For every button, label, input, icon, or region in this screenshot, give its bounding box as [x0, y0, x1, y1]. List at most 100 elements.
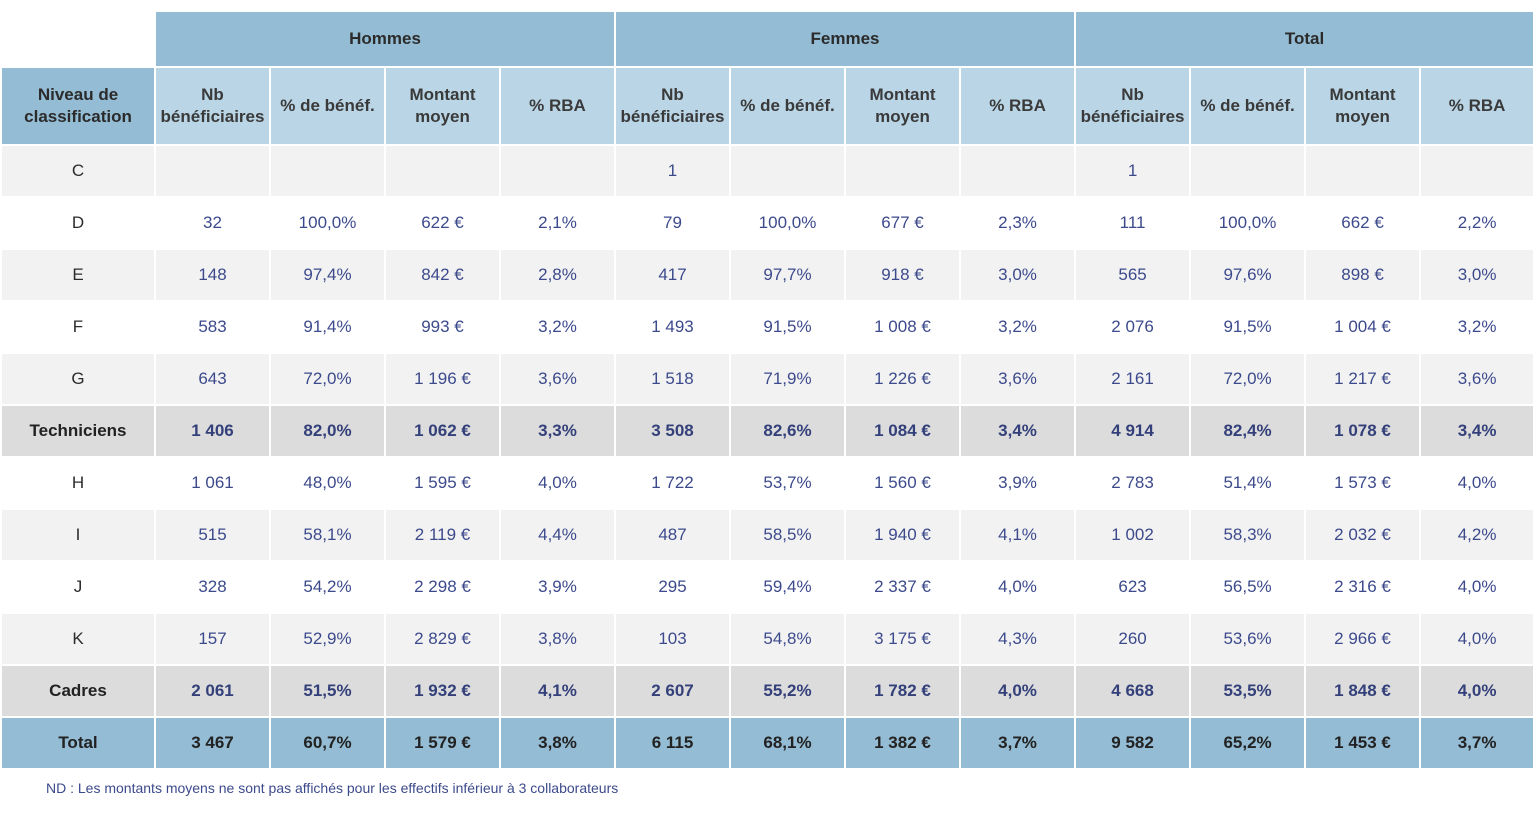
corner-cell — [0, 10, 156, 68]
table-cell: 3,8% — [499, 612, 616, 666]
table-cell: 4,4% — [499, 508, 616, 562]
table-cell: 1 061 — [154, 456, 271, 510]
row-label: I — [0, 508, 156, 562]
table-cell: 4,2% — [1419, 508, 1536, 562]
table-cell: 100,0% — [729, 196, 846, 250]
col-header-montant: Montant moyen — [1304, 66, 1422, 146]
table-cell: 565 — [1074, 248, 1192, 302]
total-row: Total 3 467 60,7% 1 579 €3,8% 6 115 68,1% 1 38… — [0, 716, 1536, 770]
table-cell: 1 217 € — [1304, 352, 1422, 406]
table-cell: 4,1% — [499, 664, 616, 718]
table-cell: 2 337 € — [844, 560, 961, 614]
row-label: F — [0, 300, 156, 354]
table-cell: 3,0% — [1419, 248, 1536, 302]
table-row: G 643 72,0% 1 196 €3,6% 1 518 71,9% 1 226 €3,6… — [0, 352, 1536, 406]
table-cell: 4,0% — [958, 664, 1077, 718]
table-cell: 3,8% — [499, 716, 616, 770]
table-cell — [844, 144, 961, 198]
table-cell: 1 493 — [614, 300, 731, 354]
table-cell: 82,6% — [729, 404, 846, 458]
table-row: I 515 58,1% 2 119 €4,4% 487 58,5% 1 940 €4,1% 1… — [0, 508, 1536, 562]
table-cell: 1 518 — [614, 352, 731, 406]
table-cell: 4 914 — [1074, 404, 1192, 458]
table-cell: 1 382 € — [844, 716, 961, 770]
col-header-montant: Montant moyen — [384, 66, 501, 146]
table-cell: 54,8% — [729, 612, 846, 666]
table-cell: 157 — [154, 612, 271, 666]
table-cell: 3,2% — [958, 300, 1077, 354]
row-label: Techniciens — [0, 404, 156, 458]
group-header-hommes: Hommes — [154, 10, 616, 68]
col-header-montant: Montant moyen — [844, 66, 961, 146]
table-cell: 4,0% — [1419, 612, 1536, 666]
table-cell: 111 — [1074, 196, 1192, 250]
table-cell: 2 032 € — [1304, 508, 1422, 562]
table-cell — [154, 144, 271, 198]
table-cell: 623 — [1074, 560, 1192, 614]
table-cell: 32 — [154, 196, 271, 250]
classification-table: Hommes Femmes Total Niveau de classifica… — [0, 10, 1536, 770]
table-cell: 51,4% — [1189, 456, 1307, 510]
table-cell: 9 582 — [1074, 716, 1192, 770]
table-cell: 3,9% — [499, 560, 616, 614]
row-label: C — [0, 144, 156, 198]
subtotal-row: Techniciens 1 406 82,0% 1 062 €3,3% 3 508 82,… — [0, 404, 1536, 458]
table-cell: 3,6% — [1419, 352, 1536, 406]
table-cell: 2,3% — [958, 196, 1077, 250]
group-header-row: Hommes Femmes Total — [0, 10, 1536, 68]
table-cell: 91,5% — [1189, 300, 1307, 354]
table-cell: 417 — [614, 248, 731, 302]
table-cell: 295 — [614, 560, 731, 614]
table-cell: 1 579 € — [384, 716, 501, 770]
col-header-nb: Nb bénéficiaires — [614, 66, 731, 146]
table-cell: 2 829 € — [384, 612, 501, 666]
col-header-pct-benef: % de bénéf. — [729, 66, 846, 146]
table-cell: 1 560 € — [844, 456, 961, 510]
table-cell: 260 — [1074, 612, 1192, 666]
table-cell: 58,5% — [729, 508, 846, 562]
table-cell: 52,9% — [269, 612, 386, 666]
table-cell — [1419, 144, 1536, 198]
table-cell: 4,1% — [958, 508, 1077, 562]
table-cell: 55,2% — [729, 664, 846, 718]
table-cell: 56,5% — [1189, 560, 1307, 614]
table-cell: 3,3% — [499, 404, 616, 458]
table-cell: 1 008 € — [844, 300, 961, 354]
table-cell: 2,2% — [1419, 196, 1536, 250]
row-label: E — [0, 248, 156, 302]
col-header-rba: % RBA — [499, 66, 616, 146]
table-cell: 4,0% — [958, 560, 1077, 614]
table-cell: 3,4% — [958, 404, 1077, 458]
table-cell: 4,0% — [499, 456, 616, 510]
table-cell: 72,0% — [269, 352, 386, 406]
table-cell: 583 — [154, 300, 271, 354]
sub-header-row: Niveau de classification Nb bénéficiaire… — [0, 66, 1536, 146]
table-cell: 1 — [1074, 144, 1192, 198]
col-header-rba: % RBA — [1419, 66, 1536, 146]
table-cell: 6 115 — [614, 716, 731, 770]
footnote: ND : Les montants moyens ne sont pas aff… — [46, 780, 619, 796]
table-cell: 1 — [614, 144, 731, 198]
table-cell: 1 196 € — [384, 352, 501, 406]
table-cell: 72,0% — [1189, 352, 1307, 406]
table-cell: 3,6% — [958, 352, 1077, 406]
table-cell: 918 € — [844, 248, 961, 302]
row-label: H — [0, 456, 156, 510]
table-cell: 103 — [614, 612, 731, 666]
table-row: D 32 100,0% 622 €2,1% 79 100,0% 677 €2,3% 111 10… — [0, 196, 1536, 250]
table-row: J 328 54,2% 2 298 €3,9% 295 59,4% 2 337 €4,0% 6… — [0, 560, 1536, 614]
table-cell: 1 453 € — [1304, 716, 1422, 770]
table-cell: 1 062 € — [384, 404, 501, 458]
table-cell: 4,3% — [958, 612, 1077, 666]
row-label: J — [0, 560, 156, 614]
table-cell: 3,7% — [1419, 716, 1536, 770]
table-cell: 2 966 € — [1304, 612, 1422, 666]
table-cell: 58,1% — [269, 508, 386, 562]
group-header-femmes: Femmes — [613, 10, 1077, 68]
table-cell: 3 175 € — [844, 612, 961, 666]
table-cell: 91,4% — [269, 300, 386, 354]
col-header-rba: % RBA — [958, 66, 1077, 146]
row-header-label: Niveau de classification — [0, 66, 156, 146]
table-cell — [958, 144, 1077, 198]
table-cell — [1304, 144, 1422, 198]
